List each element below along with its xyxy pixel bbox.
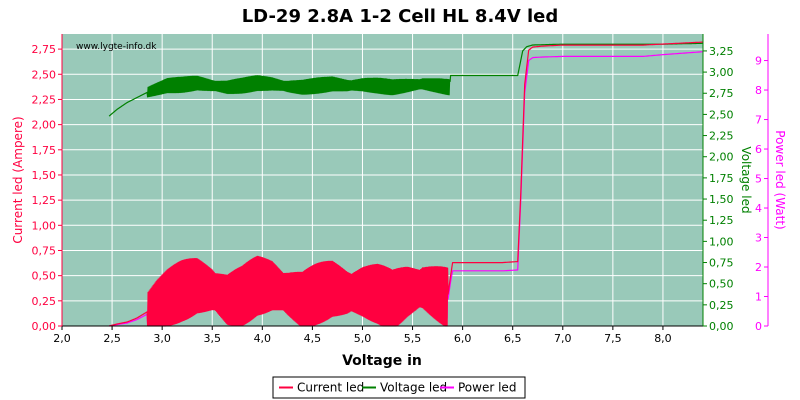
y-left-tick-label: 1,00 bbox=[32, 219, 57, 232]
y-right-power-tick-label: 1 bbox=[755, 291, 762, 304]
y-right-power-tick-label: 9 bbox=[755, 55, 762, 68]
y-left-tick-label: 2,75 bbox=[32, 43, 57, 56]
legend-entry-label: Current led bbox=[297, 381, 364, 395]
x-tick-label: 2,5 bbox=[103, 332, 121, 345]
y-right-voltage-tick-label: 2,25 bbox=[709, 130, 734, 143]
x-tick-label: 4,5 bbox=[304, 332, 322, 345]
y-right-voltage-tick-label: 1,75 bbox=[709, 172, 734, 185]
legend-entry-label: Power led bbox=[458, 381, 516, 395]
y-left-tick-label: 0,75 bbox=[32, 244, 57, 257]
y-right-voltage-tick-label: 3,00 bbox=[709, 66, 734, 79]
y-axis-right-power-title: Power led (Watt) bbox=[773, 130, 787, 229]
y-left-tick-label: 2,25 bbox=[32, 93, 57, 106]
y-right-power-tick-label: 8 bbox=[755, 84, 762, 97]
x-tick-label: 5,5 bbox=[404, 332, 422, 345]
y-right-power-tick-label: 2 bbox=[755, 261, 762, 274]
y-left-tick-label: 2,50 bbox=[32, 68, 57, 81]
y-left-tick-label: 1,25 bbox=[32, 194, 57, 207]
y-axis-right-voltage-title: Voltage led bbox=[739, 146, 753, 213]
x-tick-label: 2,0 bbox=[53, 332, 71, 345]
y-right-power-tick-label: 3 bbox=[755, 232, 762, 245]
voltage-led-line bbox=[108, 42, 704, 117]
current-led-line bbox=[108, 41, 704, 327]
x-tick-label: 7,0 bbox=[554, 332, 572, 345]
y-right-voltage-tick-label: 0,00 bbox=[709, 320, 734, 333]
y-left-tick-label: 0,25 bbox=[32, 295, 57, 308]
x-tick-label: 4,0 bbox=[254, 332, 272, 345]
legend-entry-label: Voltage led bbox=[380, 381, 447, 395]
y-left-tick-label: 0,00 bbox=[32, 320, 57, 333]
y-right-power-tick-label: 7 bbox=[755, 114, 762, 127]
x-axis-title: Voltage in bbox=[342, 353, 422, 369]
x-tick-label: 7,5 bbox=[604, 332, 622, 345]
y-right-voltage-tick-label: 3,25 bbox=[709, 45, 734, 58]
y-left-tick-label: 1,50 bbox=[32, 169, 57, 182]
watermark: www.lygte-info.dk bbox=[76, 42, 157, 52]
legend-box bbox=[272, 376, 526, 399]
y-right-voltage-tick-label: 1,50 bbox=[709, 193, 734, 206]
y-left-tick-label: 1,75 bbox=[32, 144, 57, 157]
y-right-power-tick-label: 6 bbox=[755, 143, 762, 156]
y-right-voltage-tick-label: 0,75 bbox=[709, 257, 734, 270]
x-tick-label: 6,0 bbox=[454, 332, 472, 345]
chart-title: LD-29 2.8A 1-2 Cell HL 8.4V led bbox=[242, 6, 559, 27]
y-left-tick-label: 2,00 bbox=[32, 119, 57, 132]
x-tick-label: 3,5 bbox=[203, 332, 221, 345]
y-right-voltage-tick-label: 2,75 bbox=[709, 87, 734, 100]
y-right-voltage-tick-label: 1,25 bbox=[709, 214, 734, 227]
y-right-voltage-tick-label: 0,25 bbox=[709, 299, 734, 312]
y-right-power-tick-label: 4 bbox=[755, 202, 762, 215]
y-right-voltage-tick-label: 2,00 bbox=[709, 151, 734, 164]
y-right-power-tick-label: 5 bbox=[755, 173, 762, 186]
x-tick-label: 8,0 bbox=[654, 332, 672, 345]
x-tick-label: 5,0 bbox=[354, 332, 372, 345]
y-right-voltage-tick-label: 2,50 bbox=[709, 108, 734, 121]
x-tick-label: 3,0 bbox=[153, 332, 171, 345]
legend: Current led Voltage led Power led bbox=[272, 376, 526, 399]
y-left-tick-label: 0,50 bbox=[32, 270, 57, 283]
y-right-power-tick-label: 0 bbox=[755, 320, 762, 333]
y-right-voltage-tick-label: 0,50 bbox=[709, 278, 734, 291]
y-right-voltage-tick-label: 1,00 bbox=[709, 235, 734, 248]
x-tick-label: 6,5 bbox=[504, 332, 522, 345]
y-axis-left-title: Current led (Ampere) bbox=[11, 116, 25, 243]
